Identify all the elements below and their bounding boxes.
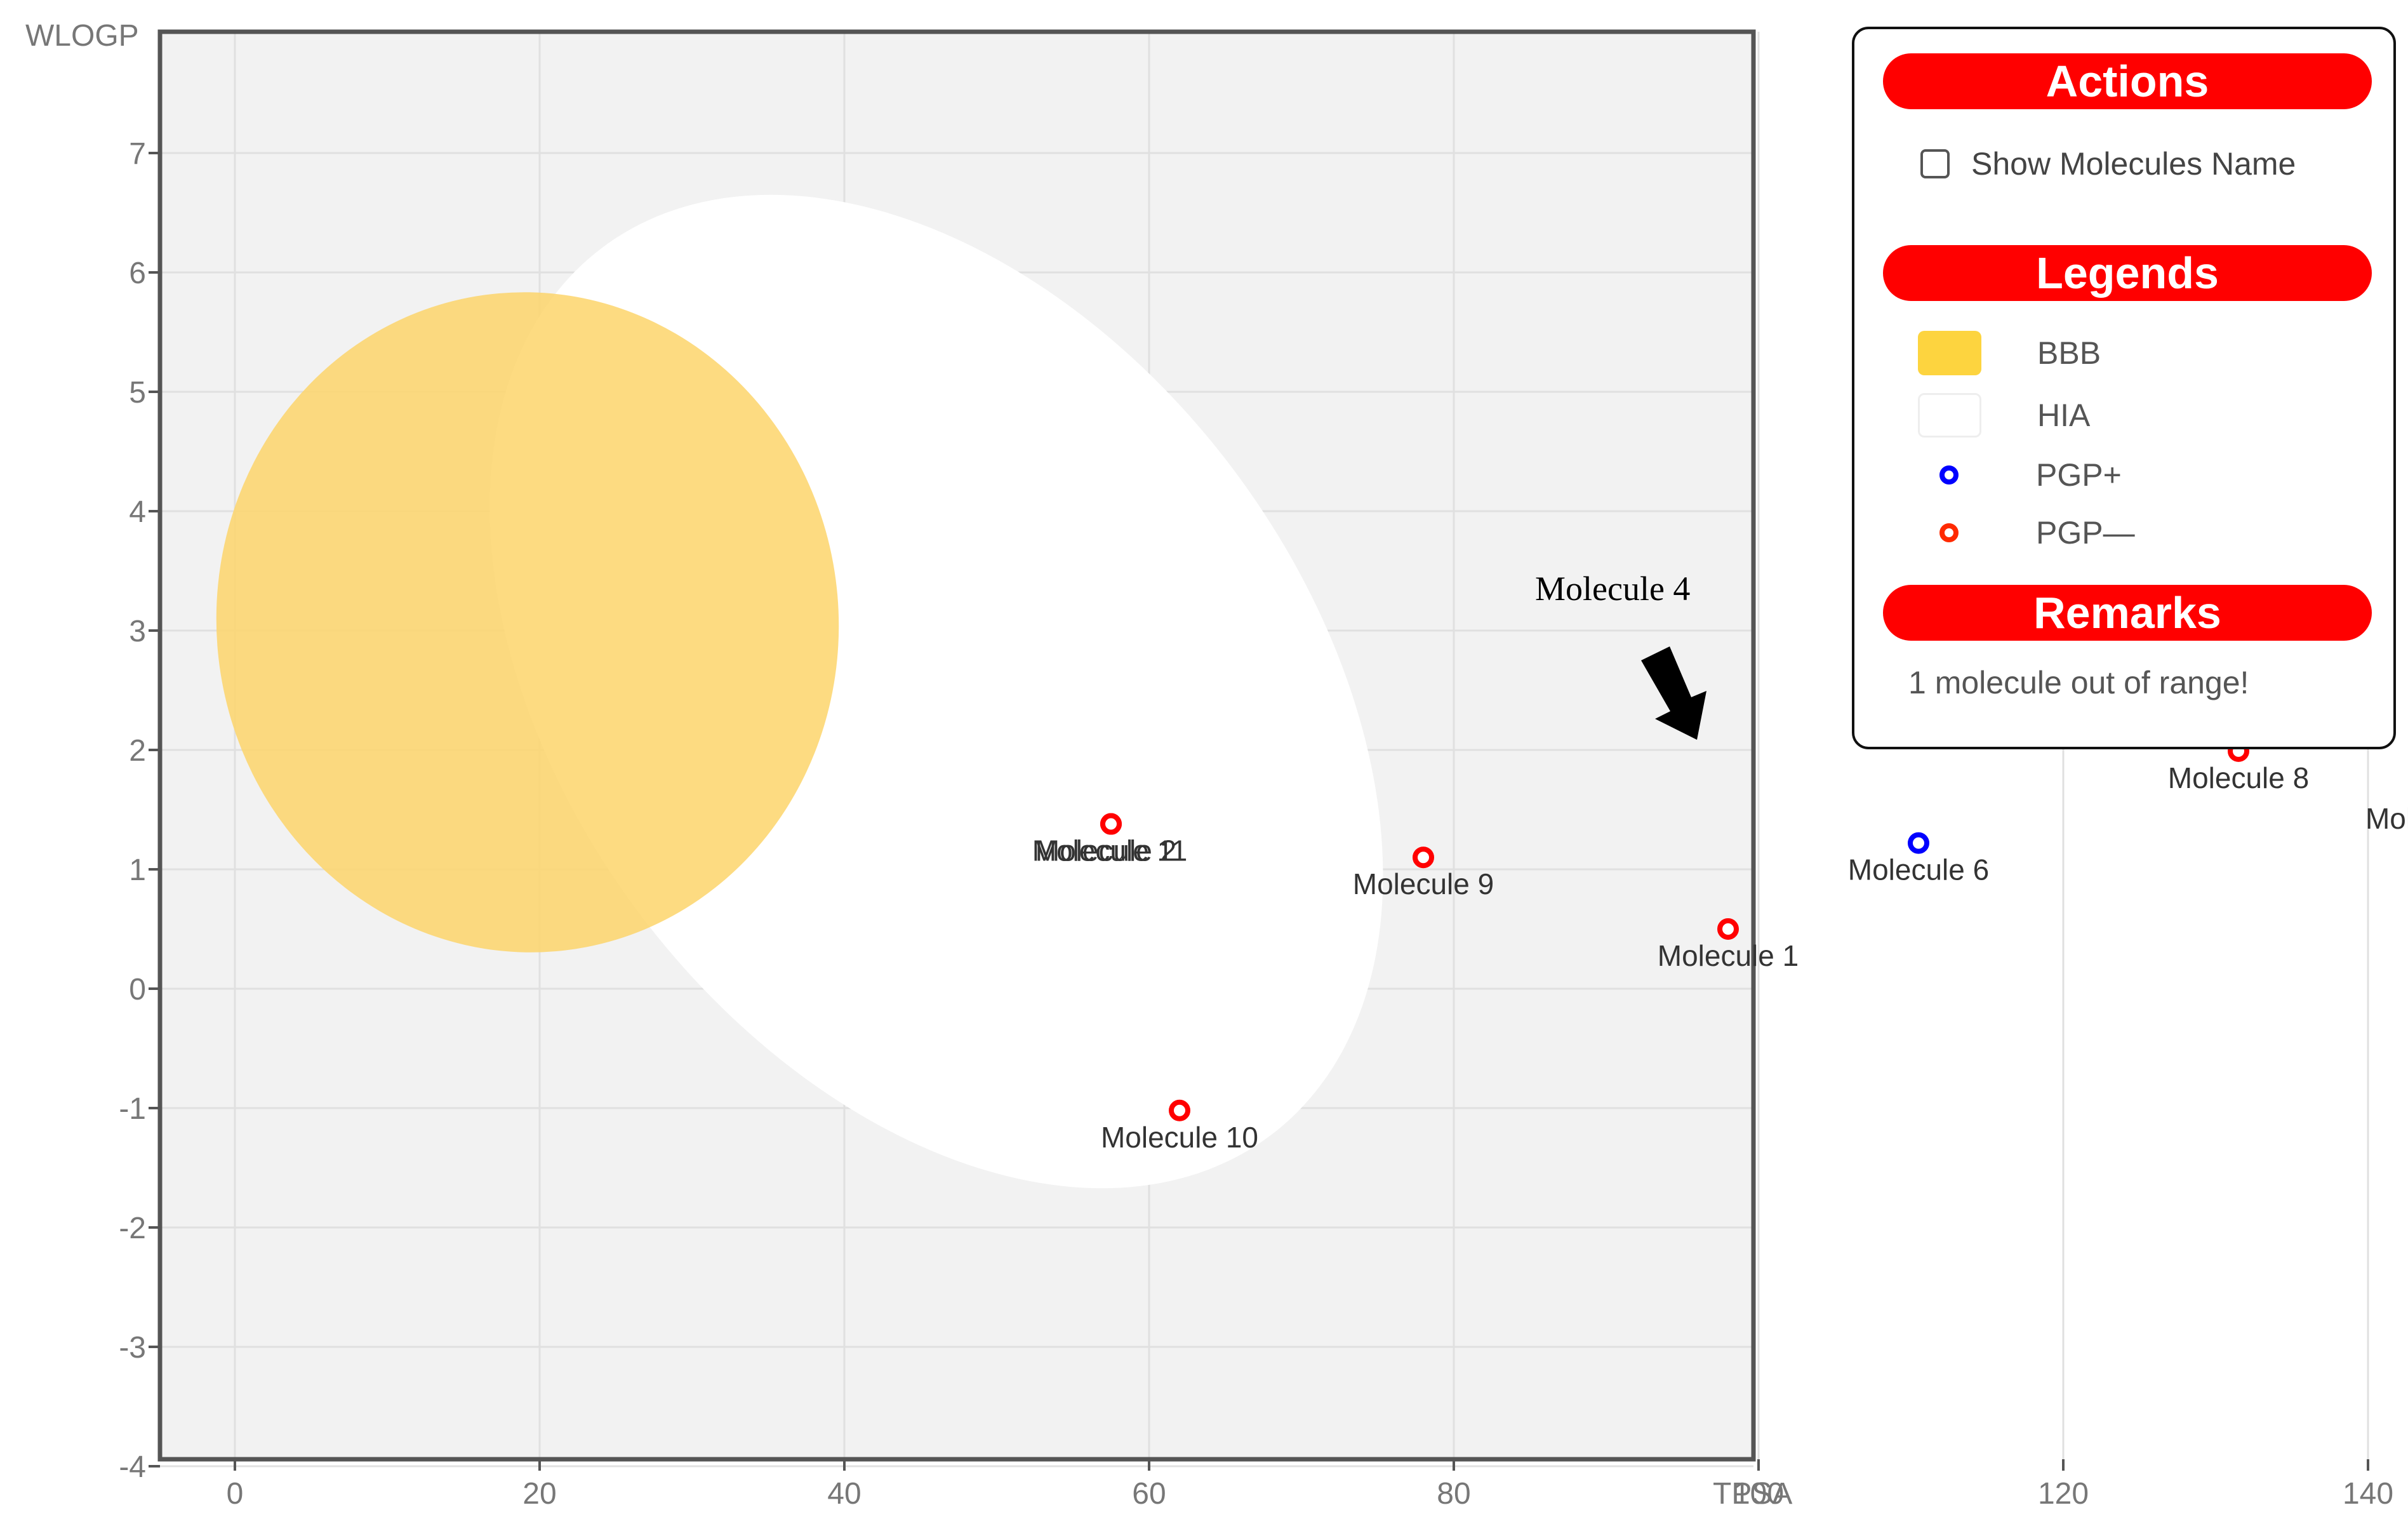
pgp-minus-marker-icon	[1939, 523, 1959, 542]
remarks-header: Remarks	[1883, 585, 2372, 641]
legend-label-hia: HIA	[2037, 398, 2091, 433]
y-tick-label: 6	[129, 257, 146, 290]
y-tick-label: 1	[129, 853, 146, 887]
x-tick-label: 60	[1132, 1477, 1166, 1511]
y-tick-label: 0	[129, 973, 146, 1006]
legend-item-hia: HIA	[1918, 387, 2090, 444]
legend-item-bbb: BBB	[1918, 324, 2101, 382]
x-tick-label: 100	[1733, 1477, 1784, 1511]
point-label: Molecule 1	[1658, 939, 1799, 972]
x-tick-label: 120	[2038, 1477, 2089, 1511]
bbb-swatch	[1918, 331, 1981, 375]
y-axis-label: WLOGP	[25, 19, 139, 53]
legend-item-pgp-plus: PGP+	[1918, 446, 2122, 504]
y-tick-label: -3	[119, 1331, 146, 1365]
hia-swatch	[1918, 393, 1981, 438]
point-label: Molecule 10	[1101, 1121, 1258, 1154]
pgp-plus-marker-icon	[1939, 465, 1959, 485]
show-names-label: Show Molecules Name	[1971, 146, 2296, 182]
legend-label-pgp-minus: PGP—	[2036, 515, 2135, 551]
x-tick-label: 0	[227, 1477, 244, 1511]
plot-frame	[157, 29, 1756, 1462]
y-tick-label: 4	[129, 495, 146, 529]
x-axis-label: TPSA	[1713, 1477, 1792, 1511]
remark-text: 1 molecule out of range!	[1908, 665, 2249, 700]
x-tick-label: 80	[1437, 1477, 1470, 1511]
annotation-arrow-icon	[1641, 646, 1706, 740]
control-panel: Actions Show Molecules Name Legends BBB …	[1852, 27, 2396, 749]
actions-header: Actions	[1883, 53, 2372, 109]
point-label: Molecule 2	[1035, 834, 1176, 867]
point-label: Molecule 12	[2365, 802, 2408, 835]
show-names-checkbox[interactable]	[1920, 149, 1950, 178]
y-tick-label: 7	[129, 137, 146, 171]
y-tick-label: -2	[119, 1212, 146, 1245]
legend-label-bbb: BBB	[2037, 335, 2101, 371]
point-label: Molecule 6	[1848, 853, 1989, 886]
bbb-region	[216, 292, 839, 953]
y-tick-label: 3	[129, 615, 146, 648]
annotation-text: Molecule 4	[1535, 570, 1690, 608]
x-tick-label: 140	[2343, 1477, 2393, 1511]
data-point	[1169, 1099, 1190, 1121]
legends-header: Legends	[1883, 245, 2372, 301]
data-point	[1908, 832, 1929, 854]
x-tick-label: 40	[827, 1477, 861, 1511]
y-tick-label: 2	[129, 734, 146, 768]
y-tick-label: 5	[129, 376, 146, 410]
data-point	[1100, 813, 1122, 835]
y-tick-label: -4	[119, 1450, 146, 1484]
legend-item-pgp-minus: PGP—	[1918, 504, 2135, 561]
show-names-row[interactable]: Show Molecules Name	[1920, 138, 2296, 189]
x-tick-label: 20	[522, 1477, 556, 1511]
data-point	[1413, 846, 1434, 869]
legend-label-pgp-plus: PGP+	[2036, 457, 2122, 493]
point-label: Molecule 9	[1353, 867, 1494, 900]
y-tick-label: -1	[119, 1092, 146, 1126]
point-label: Molecule 8	[2168, 761, 2309, 794]
data-point	[1717, 918, 1739, 940]
point-label: Molecule 11	[1032, 834, 1188, 867]
